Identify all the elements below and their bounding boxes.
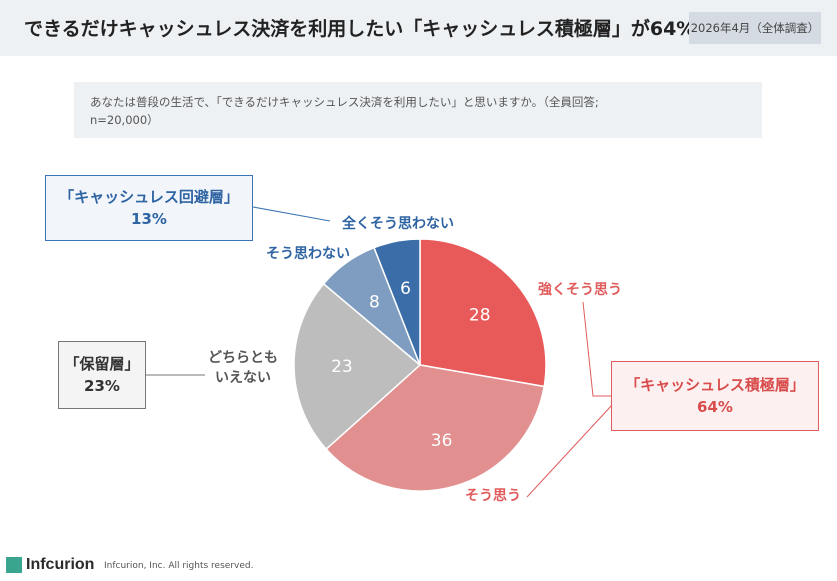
avoid-group-label: 「キャッシュレス回避層」 [59, 188, 239, 206]
data-label-strongly-disagree: 6 [400, 279, 411, 299]
hold-group-label: 「保留層」 [64, 355, 140, 373]
question-box: あなたは普段の生活で、「できるだけキャッシュレス決済を利用したい」と思いますか。… [74, 82, 762, 138]
survey-date-badge: 2026年4月（全体調査） [689, 12, 821, 44]
pie-slice-strongly-agree [419, 238, 547, 388]
hold-group-percent: 23% [84, 377, 120, 395]
leader-line-avoid [252, 206, 331, 222]
category-label-agree: そう思う [465, 488, 521, 504]
category-label-strongly-agree: 強くそう思う [538, 281, 622, 298]
header-bar: できるだけキャッシュレス決済を利用したい「キャッシュレス積極層」が64% 202… [0, 0, 837, 56]
active-group-percent: 64% [697, 398, 733, 416]
category-label-neutral-line-1: どちらとも [208, 350, 278, 366]
question-line-2: n=20,000） [90, 113, 159, 127]
page-title: できるだけキャッシュレス決済を利用したい「キャッシュレス積極層」が64% [24, 18, 696, 40]
data-label-strongly-agree: 28 [469, 306, 491, 326]
pie-slice-neutral [293, 282, 422, 451]
active-group-label: 「キャッシュレス積極層」 [625, 376, 805, 394]
pie-slice-agree [325, 364, 546, 492]
category-label-neutral-line-2: いえない [215, 370, 271, 386]
company-logo: Infcurion [6, 556, 94, 574]
data-label-neutral: 23 [331, 357, 353, 377]
question-line-1: あなたは普段の生活で、「できるだけキャッシュレス決済を利用したい」と思いますか。… [90, 95, 599, 109]
leader-line-active-upper [582, 301, 612, 397]
logo-text: Infcurion [26, 556, 95, 573]
avoid-group-box: 「キャッシュレス回避層」 13% [45, 175, 253, 241]
pie-slice-strongly-disagree [373, 238, 421, 366]
leader-line-active-lower [526, 404, 613, 498]
hold-group-box: 「保留層」 23% [58, 341, 146, 409]
active-group-box: 「キャッシュレス積極層」 64% [611, 361, 819, 431]
avoid-group-percent: 13% [131, 210, 167, 228]
category-label-disagree: そう思わない [266, 246, 350, 262]
copyright-text: Infcurion, Inc. All rights reserved. [104, 561, 254, 571]
logo-mark-icon [6, 557, 22, 573]
data-label-agree: 36 [431, 431, 453, 451]
data-label-disagree: 8 [369, 293, 380, 313]
category-label-strongly-disagree: 全くそう思わない [341, 215, 454, 232]
